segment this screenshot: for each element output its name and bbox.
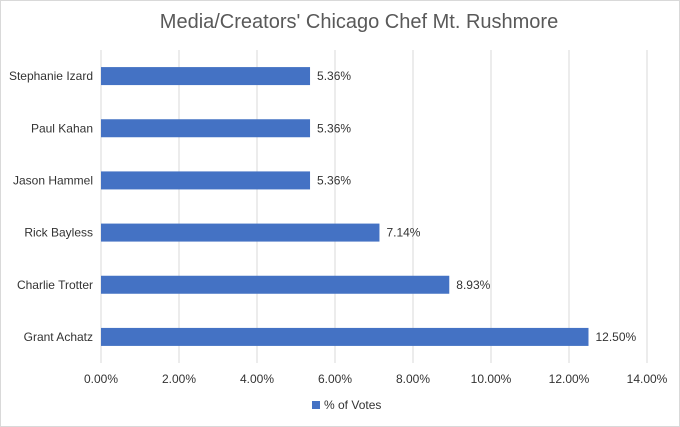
- x-tick-label: 12.00%: [549, 372, 590, 386]
- data-label: 5.36%: [317, 173, 351, 187]
- data-label: 5.36%: [317, 121, 351, 135]
- x-tick-label: 10.00%: [471, 372, 512, 386]
- data-label: 7.14%: [386, 226, 420, 240]
- data-label: 8.93%: [456, 278, 490, 292]
- category-labels: Stephanie Izard Paul Kahan Jason Hammel Ric…: [9, 69, 93, 344]
- category-label: Paul Kahan: [31, 121, 93, 135]
- data-label: 5.36%: [317, 69, 351, 83]
- bars: [101, 67, 589, 346]
- bar: [101, 223, 380, 242]
- bar: [101, 327, 589, 346]
- x-tick-label: 8.00%: [396, 372, 430, 386]
- category-label: Grant Achatz: [24, 330, 93, 344]
- bar: [101, 67, 311, 86]
- legend: % of Votes: [312, 398, 381, 412]
- legend-swatch: [312, 401, 320, 409]
- data-labels: 5.36% 5.36% 5.36% 7.14% 8.93% 12.50%: [317, 69, 636, 344]
- x-tick-label: 14.00%: [627, 372, 668, 386]
- x-tick-label: 4.00%: [240, 372, 274, 386]
- category-label: Rick Bayless: [24, 226, 93, 240]
- data-label: 12.50%: [596, 330, 637, 344]
- bar: [101, 275, 450, 294]
- x-tick-labels: 0.00% 2.00% 4.00% 6.00% 8.00% 10.00% 12.00% 14.…: [84, 372, 668, 386]
- category-label: Stephanie Izard: [9, 69, 93, 83]
- bar: [101, 171, 311, 190]
- legend-label: % of Votes: [324, 398, 381, 412]
- x-tick-label: 6.00%: [318, 372, 352, 386]
- category-label: Jason Hammel: [13, 173, 93, 187]
- category-label: Charlie Trotter: [17, 278, 93, 292]
- x-tick-label: 2.00%: [162, 372, 196, 386]
- gridlines: [100, 50, 648, 363]
- bar: [101, 119, 311, 138]
- x-tick-label: 0.00%: [84, 372, 118, 386]
- chart-title: Media/Creators' Chicago Chef Mt. Rushmor…: [160, 11, 558, 33]
